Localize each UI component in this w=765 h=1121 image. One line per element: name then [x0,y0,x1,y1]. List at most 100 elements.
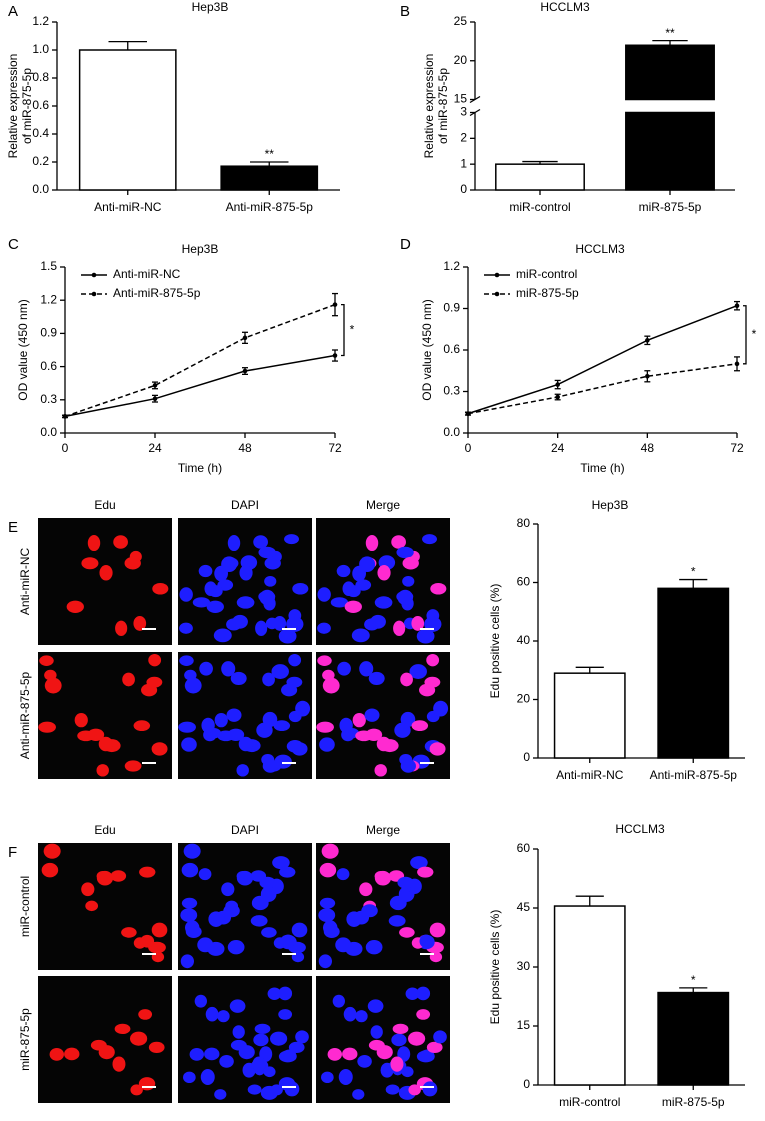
nucleus [411,615,425,631]
nucleus [258,546,276,559]
marker [332,353,338,358]
nucleus [339,717,353,734]
significance: * [691,565,696,579]
nucleus [288,653,302,667]
nucleus [355,1010,368,1023]
nucleus [317,655,332,666]
nucleus [416,628,435,644]
nucleus [411,720,429,732]
y-tick-label: 1 [460,156,467,170]
nucleus [401,1066,414,1078]
y-tick-label: 80 [517,516,531,530]
nucleus [319,862,337,878]
nucleus [318,954,332,969]
nucleus [130,1084,143,1096]
legend-label: Anti-miR-NC [113,267,181,281]
nucleus [409,664,427,679]
nucleus [262,672,275,687]
legend-label: miR-control [516,267,577,281]
y-axis-label: OD value (450 nm) [420,299,434,400]
y-tick-label: 0.4 [32,126,49,140]
nucleus [253,1033,269,1047]
x-tick-label: 72 [328,441,342,455]
y-tick-label: 0 [460,182,467,196]
nucleus [322,677,340,694]
nucleus [179,622,193,634]
y-tick-label: 30 [517,959,531,973]
significance: * [350,322,355,336]
y-axis-label: of miR-875-5p [20,68,34,144]
nucleus [242,1062,256,1078]
y-tick-label: 20 [517,692,531,706]
nucleus [133,937,147,949]
row-label: miR-control [18,876,32,937]
nucleus [355,730,373,742]
micrograph [38,652,172,779]
nucleus [179,655,194,666]
series-line [467,305,738,415]
y-tick-label: 2 [460,131,467,145]
nucleus [342,1047,358,1061]
chart-title: HCCLM3 [575,242,625,256]
nucleus [254,1023,271,1035]
nucleus [284,1081,300,1097]
y-tick-label: 0.2 [32,154,49,168]
y-tick-label: 0.6 [32,98,49,112]
nucleus [278,986,293,1001]
series-line [64,303,336,418]
nucleus [365,535,379,552]
nucleus [292,582,309,595]
nucleus [396,546,414,559]
nucleus [194,994,207,1008]
nucleus [407,1031,426,1046]
nucleus [337,661,351,676]
bar [625,111,715,191]
y-tick-label: 1.0 [32,42,49,56]
nucleus [263,1066,276,1078]
chart-title: Hep3B [192,0,229,14]
marker [152,383,158,388]
nucleus [410,856,428,870]
y-tick-label: 1.2 [443,259,460,273]
y-tick-label: 1.2 [40,292,57,306]
nucleus [239,565,253,581]
y-tick-label: 0.3 [40,392,57,406]
nucleus [357,1054,372,1068]
nucleus [391,535,406,549]
marker [62,414,68,419]
bar [78,49,177,191]
y-tick-label: 0 [523,1077,530,1091]
nucleus [270,1084,283,1096]
nucleus [221,556,238,572]
nucleus [429,922,446,938]
chart-title: Hep3B [592,498,629,512]
nucleus [429,742,446,756]
nucleus [390,1056,404,1072]
y-tick-label: 1.5 [40,259,57,273]
nucleus [365,939,383,955]
nucleus [374,596,393,609]
nucleus [272,856,290,870]
nucleus [141,683,158,697]
nucleus [227,535,241,552]
nucleus [267,987,282,1000]
nucleus [99,565,113,581]
panel-letter: D [400,236,411,253]
nucleus [151,922,168,938]
x-tick-label: Anti-miR-875-5p [226,200,314,214]
nucleus [198,868,212,881]
significance: * [752,327,757,341]
nucleus [426,653,440,667]
nucleus [259,876,276,889]
nucleus [214,1089,227,1100]
significance: ** [665,26,675,40]
nucleus [81,882,95,897]
column-header: DAPI [231,498,259,512]
nucleus [184,677,202,694]
marker [332,302,338,307]
nucleus [192,597,211,608]
y-tick-label: 40 [517,633,531,647]
nucleus [281,934,295,948]
nucleus [295,1030,309,1044]
nucleus [338,1069,353,1085]
